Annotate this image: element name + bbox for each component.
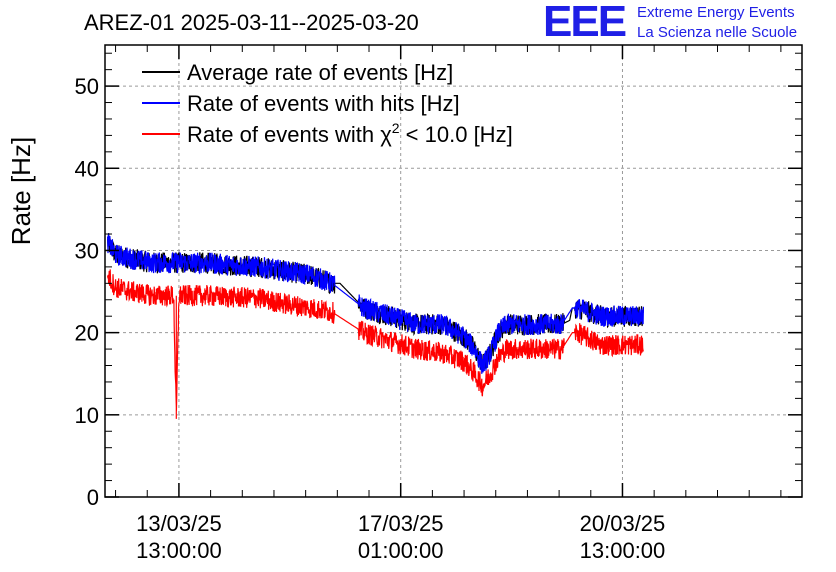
eee-logo-icon: EEE bbox=[543, 0, 627, 46]
plot-frame bbox=[104, 44, 803, 498]
y-axis-label: Rate [Hz] bbox=[6, 137, 36, 245]
x-tick-date-label: 13/03/25 bbox=[136, 511, 222, 536]
y-tick-label: 30 bbox=[75, 238, 99, 263]
x-tick-time-label: 13:00:00 bbox=[136, 538, 222, 563]
legend-label-2: Rate of events with χ2 < 10.0 [Hz] bbox=[187, 120, 513, 147]
legend-label-0: Average rate of events [Hz] bbox=[187, 60, 453, 85]
y-tick-label: 0 bbox=[87, 485, 99, 510]
chart-title: AREZ-01 2025-03-11--2025-03-20 bbox=[84, 10, 419, 35]
x-tick-time-label: 01:00:00 bbox=[358, 538, 444, 563]
y-tick-label: 10 bbox=[75, 403, 99, 428]
logo-line-1: Extreme Energy Events bbox=[637, 4, 795, 21]
y-tick-label: 20 bbox=[75, 321, 99, 346]
x-tick-time-label: 13:00:00 bbox=[580, 538, 666, 563]
series-line-2 bbox=[107, 269, 644, 419]
y-tick-label: 40 bbox=[75, 156, 99, 181]
x-tick-date-label: 17/03/25 bbox=[358, 511, 444, 536]
legend-label-1: Rate of events with hits [Hz] bbox=[187, 91, 460, 116]
y-tick-label: 50 bbox=[75, 74, 99, 99]
series-line-1 bbox=[107, 233, 644, 374]
logo-line-2: La Scienza nelle Scuole bbox=[637, 24, 798, 41]
x-tick-date-label: 20/03/25 bbox=[580, 511, 666, 536]
